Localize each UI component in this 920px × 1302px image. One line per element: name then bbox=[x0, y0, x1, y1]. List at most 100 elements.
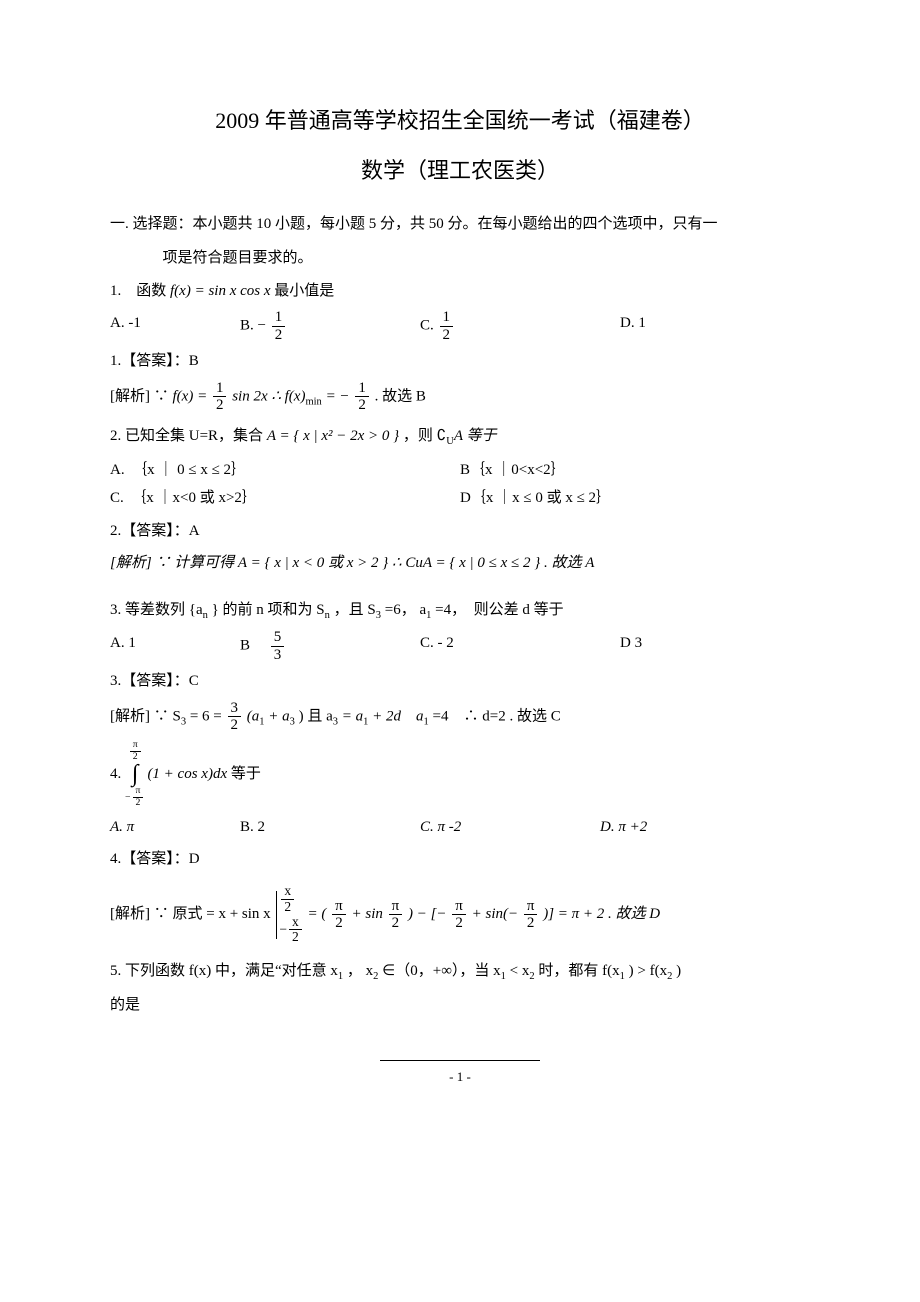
q2-sub: U bbox=[446, 436, 454, 447]
int-upper: π2 bbox=[128, 740, 143, 762]
frac-num: x bbox=[289, 915, 302, 931]
q1-math: f(x) = sin x cos x bbox=[170, 283, 271, 299]
frac-den: 2 bbox=[289, 930, 302, 945]
frac-den: 2 bbox=[389, 915, 403, 932]
q4-options: A. π B. 2 C. π -2 D. π +2 bbox=[110, 813, 810, 842]
sol-suffix: . 故选 B bbox=[375, 388, 426, 404]
int-symbol: ∫ bbox=[132, 762, 139, 786]
q4-prefix: 4. bbox=[110, 766, 125, 782]
neg: − bbox=[279, 921, 287, 936]
q5-s2: 2 bbox=[373, 971, 378, 982]
q3-s1: n bbox=[203, 610, 208, 621]
page-number: - 1 - bbox=[380, 1060, 540, 1090]
q3sol-s1: 3 bbox=[181, 716, 186, 727]
frac-den: 2 bbox=[452, 915, 466, 932]
q2-stem: 2. 已知全集 U=R，集合 A = { x | x² − 2x > 0 } ，… bbox=[110, 422, 810, 452]
q3-p5: =4， 则公差 d 等于 bbox=[435, 602, 563, 618]
q3-s2: n bbox=[325, 610, 330, 621]
q1-optA: A. -1 bbox=[110, 309, 240, 343]
q1-optD: D. 1 bbox=[620, 309, 646, 343]
q2-row1: A. ｛x ｜ 0 ≤ x ≤ 2｝ B｛x ｜0<x<2｝ bbox=[110, 456, 810, 485]
q4-optD: D. π +2 bbox=[600, 813, 647, 842]
eval-lower: −x2 bbox=[279, 915, 303, 946]
q1-optB-frac: 12 bbox=[272, 309, 286, 343]
sol-m1: f(x) = bbox=[173, 388, 211, 404]
q3-p4: =6， a bbox=[385, 602, 426, 618]
q4-optC: C. π -2 bbox=[420, 813, 600, 842]
q4-optA: A. π bbox=[110, 813, 240, 842]
neg: − bbox=[125, 792, 131, 803]
q1-optC-frac: 12 bbox=[440, 309, 454, 343]
q4sol-m4: + sin(− bbox=[472, 906, 519, 922]
q5-s5: 1 bbox=[620, 971, 625, 982]
q2-tail: A 等于 bbox=[454, 428, 497, 444]
q2-row2: C. ｛x ｜x<0 或 x>2｝ D｛x ｜x ≤ 0 或 x ≤ 2｝ bbox=[110, 484, 810, 513]
q1-optB-label: B. − bbox=[240, 318, 266, 334]
q2-optA: A. ｛x ｜ 0 ≤ x ≤ 2｝ bbox=[110, 456, 460, 485]
q2-suffix: ，则 ∁ bbox=[403, 428, 446, 444]
q4sol-f3: π2 bbox=[452, 898, 466, 932]
q5-m4: 时，都有 f(x bbox=[538, 963, 619, 979]
q3-p2: } 的前 n 项和为 S bbox=[212, 602, 325, 618]
q5-m3: < x bbox=[510, 963, 530, 979]
integral-icon: π2 ∫ −π2 bbox=[125, 740, 145, 809]
q5-line2: 的是 bbox=[110, 991, 810, 1020]
exam-title: 2009 年普通高等学校招生全国统一考试（福建卷） bbox=[110, 100, 810, 142]
frac-num: π bbox=[130, 740, 141, 752]
frac-den: 2 bbox=[440, 327, 454, 344]
sol-frac1: 12 bbox=[213, 380, 227, 414]
q3-optC: C. - 2 bbox=[420, 629, 620, 663]
sol-frac2: 12 bbox=[355, 380, 369, 414]
q3sol-s3: 3 bbox=[290, 716, 295, 727]
sol-min: min bbox=[305, 396, 321, 407]
q1-optB: B. − 12 bbox=[240, 309, 420, 343]
q2-math: A = { x | x² − 2x > 0 } bbox=[267, 428, 399, 444]
q3-optD: D 3 bbox=[620, 629, 642, 663]
q1-options: A. -1 B. − 12 C. 12 D. 1 bbox=[110, 309, 810, 343]
q4sol-m5: )] = π + 2 . 故选 D bbox=[543, 906, 660, 922]
q5-s6: 2 bbox=[667, 971, 672, 982]
exam-subtitle: 数学（理工农医类） bbox=[110, 150, 810, 192]
q3sol-p: [解析] ∵ S bbox=[110, 708, 181, 724]
q3-optB-label: B bbox=[240, 638, 265, 654]
opt-text: C. π -2 bbox=[420, 819, 461, 835]
q5-suf: ) bbox=[676, 963, 681, 979]
q3-optA: A. 1 bbox=[110, 629, 240, 663]
q2-prefix: 2. 已知全集 U=R，集合 bbox=[110, 428, 267, 444]
frac-den: 2 bbox=[524, 915, 538, 932]
frac-den: 2 bbox=[228, 717, 242, 734]
q2-optC: C. ｛x ｜x<0 或 x>2｝ bbox=[110, 484, 460, 513]
sol-m2: sin 2x ∴ f(x) bbox=[232, 388, 305, 404]
q4sol-f2: π2 bbox=[389, 898, 403, 932]
frac-den: 2 bbox=[355, 397, 369, 414]
q3sol-m5: = a bbox=[342, 708, 363, 724]
int-lower: −π2 bbox=[125, 786, 145, 808]
q4sol-eval: x2 −x2 bbox=[274, 884, 303, 945]
q1-suffix: 最小值是 bbox=[274, 283, 334, 299]
q3sol-m4: ) 且 a bbox=[299, 708, 333, 724]
q3sol-s6: 1 bbox=[424, 716, 429, 727]
q1-prefix: 1. 函数 bbox=[110, 283, 170, 299]
intro-line1: 一. 选择题：本小题共 10 小题，每小题 5 分，共 50 分。在每小题给出的… bbox=[110, 216, 718, 232]
q3-stem: 3. 等差数列 {an } 的前 n 项和为 Sn ，且 S3 =6， a1 =… bbox=[110, 596, 810, 626]
q3-solution: [解析] ∵ S3 = 6 = 32 (a1 + a3 ) 且 a3 = a1 … bbox=[110, 700, 810, 734]
q3sol-s4: 3 bbox=[333, 716, 338, 727]
q3-options: A. 1 B 53 C. - 2 D 3 bbox=[110, 629, 810, 663]
q1-stem: 1. 函数 f(x) = sin x cos x 最小值是 bbox=[110, 277, 810, 306]
frac-den: 2 bbox=[281, 900, 294, 915]
q2-sol: [解析] ∵ 计算可得 A = { x | x < 0 或 x > 2 } ∴ … bbox=[110, 555, 594, 571]
q1-optC-label: C. bbox=[420, 318, 438, 334]
q1-solution: [解析] ∵ f(x) = 12 sin 2x ∴ f(x)min = − 12… bbox=[110, 380, 810, 414]
q4sol-prefix: [解析] ∵ 原式 = x + sin x bbox=[110, 906, 274, 922]
q5-line1: 5. 下列函数 f(x) 中，满足“对任意 x1 ， x2 ∈（0，+∞），当 … bbox=[110, 957, 810, 987]
q3sol-s2: 1 bbox=[259, 716, 264, 727]
frac-den: 2 bbox=[332, 915, 346, 932]
frac-num: 1 bbox=[213, 380, 227, 398]
q3sol-suf: =4 ∴ d=2 . 故选 C bbox=[433, 708, 561, 724]
q4sol-f1: π2 bbox=[332, 898, 346, 932]
frac-num: 1 bbox=[272, 309, 286, 327]
q2-answer: 2.【答案】：A bbox=[110, 517, 810, 546]
q5-s3: 1 bbox=[501, 971, 506, 982]
section-intro: 一. 选择题：本小题共 10 小题，每小题 5 分，共 50 分。在每小题给出的… bbox=[110, 210, 810, 239]
q5-m2: ∈（0，+∞），当 x bbox=[382, 963, 500, 979]
